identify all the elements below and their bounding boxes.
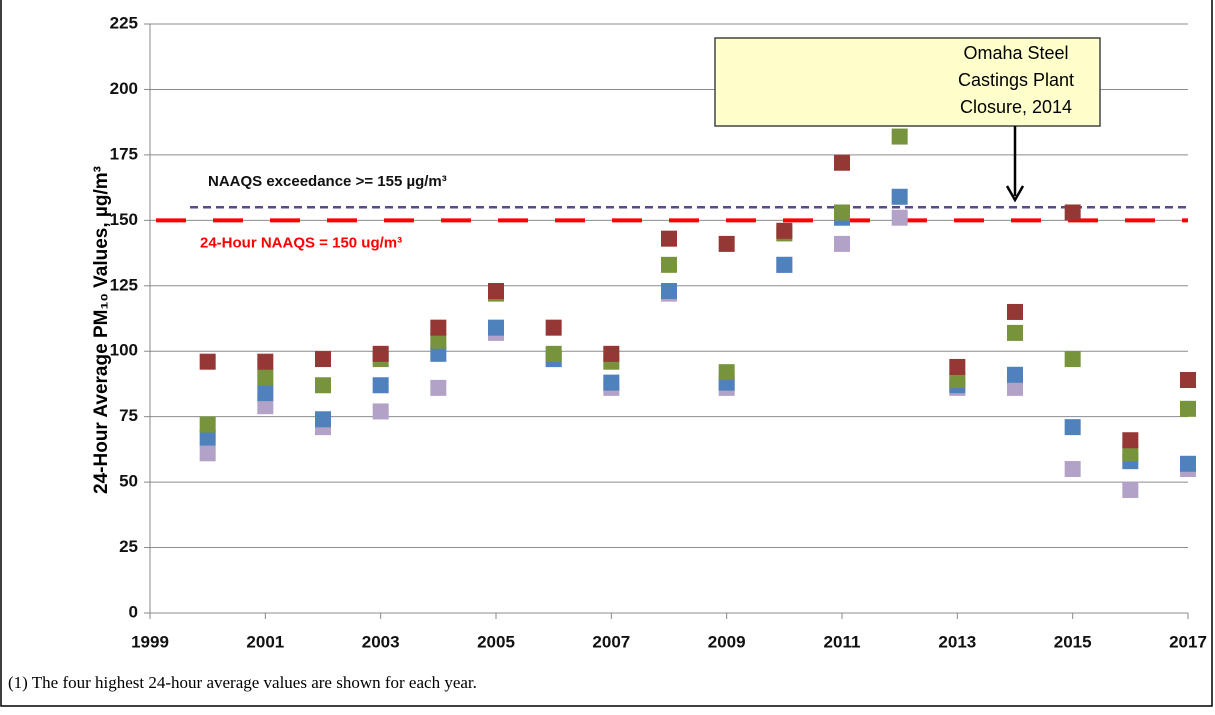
x-tick-label: 2005 — [477, 632, 515, 651]
point — [199, 353, 216, 370]
x-tick-label: 2009 — [708, 632, 746, 651]
point — [315, 351, 331, 368]
point — [1064, 351, 1081, 368]
point — [776, 222, 793, 239]
y-tick-label: 150 — [110, 210, 138, 229]
x-tick-label: 2011 — [824, 632, 861, 651]
x-tick-label: 2017 — [1169, 632, 1207, 651]
x-tick-label: 2001 — [246, 632, 284, 651]
point — [257, 398, 274, 415]
reference-label: 24-Hour NAAQS = 150 ug/m³ — [200, 234, 402, 251]
point — [545, 319, 562, 336]
footnote: (1) The four highest 24-hour average val… — [8, 673, 477, 692]
point — [1180, 400, 1196, 417]
y-tick-label: 25 — [119, 537, 138, 556]
point — [257, 353, 274, 370]
y-tick-label: 225 — [110, 13, 138, 32]
point — [949, 372, 966, 389]
point — [488, 283, 504, 300]
callout-box — [714, 37, 1101, 127]
callout-text: Closure, 2014 — [960, 97, 1072, 117]
y-tick-label: 0 — [129, 602, 138, 621]
point — [315, 411, 331, 428]
point — [430, 319, 447, 336]
point — [1180, 455, 1196, 472]
callout-arrowhead — [1005, 185, 1025, 203]
y-tick-label: 125 — [110, 275, 138, 294]
y-tick-label: 100 — [110, 341, 138, 360]
point — [488, 319, 504, 336]
point — [891, 188, 908, 205]
x-tick-label: 1999 — [131, 632, 169, 651]
point — [661, 230, 677, 247]
point — [372, 403, 389, 420]
callout-text: Omaha Steel — [963, 43, 1068, 63]
y-tick-label: 200 — [110, 79, 138, 98]
point — [545, 345, 562, 362]
x-tick-label: 2013 — [938, 632, 976, 651]
point — [315, 377, 331, 394]
point — [718, 364, 735, 381]
point — [661, 283, 677, 300]
x-tick-label: 2015 — [1054, 632, 1092, 651]
x-tick-label: 2007 — [592, 632, 630, 651]
point — [1007, 379, 1023, 396]
point — [1007, 324, 1023, 341]
point — [257, 385, 274, 402]
point — [834, 204, 850, 221]
y-axis-label: 24-Hour Average PM₁₀ Values, µg/m³ — [91, 166, 112, 494]
point — [430, 379, 447, 396]
point — [834, 154, 850, 171]
point — [199, 429, 216, 446]
point — [718, 235, 735, 252]
point — [1064, 419, 1081, 436]
callout-text: Castings Plant — [958, 70, 1074, 90]
point — [834, 235, 850, 252]
point — [372, 377, 389, 394]
point — [199, 445, 216, 462]
y-tick-label: 175 — [110, 144, 138, 163]
point — [776, 256, 793, 273]
point — [1122, 432, 1139, 449]
point — [1180, 372, 1196, 389]
point — [891, 209, 908, 226]
point — [1122, 481, 1139, 498]
point — [430, 332, 447, 349]
point — [1064, 461, 1081, 478]
y-tick-label: 50 — [119, 472, 138, 491]
point — [1007, 303, 1023, 320]
point — [603, 345, 620, 362]
y-tick-label: 75 — [119, 406, 138, 425]
reference-label: NAAQS exceedance >= 155 µg/m³ — [208, 173, 447, 190]
point — [1064, 204, 1081, 221]
point — [891, 128, 908, 145]
point — [1122, 445, 1139, 462]
point — [1007, 366, 1023, 383]
x-tick-label: 2003 — [362, 632, 400, 651]
point — [603, 374, 620, 391]
point — [199, 416, 216, 433]
point — [257, 369, 274, 386]
point — [372, 345, 389, 362]
point — [661, 256, 677, 273]
point — [949, 358, 966, 375]
point — [430, 345, 447, 362]
